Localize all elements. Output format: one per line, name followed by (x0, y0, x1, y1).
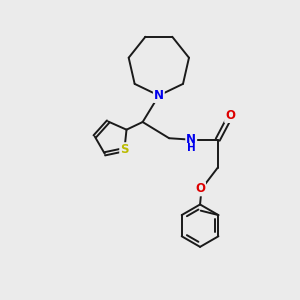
Text: H: H (187, 143, 196, 153)
Text: S: S (120, 143, 129, 156)
Text: N: N (154, 89, 164, 102)
Text: N: N (186, 133, 196, 146)
Text: O: O (225, 109, 235, 122)
Text: O: O (195, 182, 205, 195)
